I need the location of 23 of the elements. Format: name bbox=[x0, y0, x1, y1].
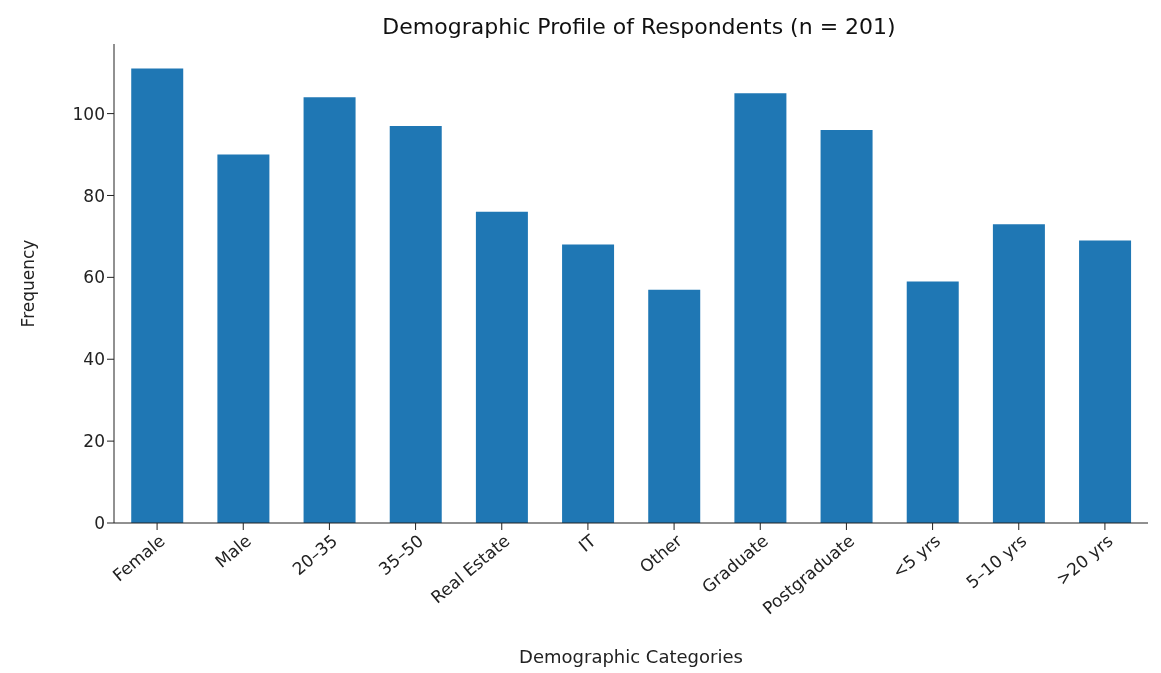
y-tick-label: 60 bbox=[83, 267, 105, 288]
bar bbox=[734, 93, 787, 523]
y-tick-label: 20 bbox=[83, 431, 105, 452]
chart-title: Demographic Profile of Respondents (n = 201) bbox=[381, 14, 897, 39]
bar bbox=[131, 68, 184, 523]
bar bbox=[648, 289, 701, 523]
x-tick-label: IT bbox=[574, 530, 600, 556]
y-tick-label: 80 bbox=[83, 185, 105, 206]
bar bbox=[562, 244, 615, 523]
bar bbox=[992, 224, 1045, 523]
y-axis-title: Frequency bbox=[18, 239, 39, 328]
x-tick-label: <5 yrs bbox=[888, 530, 945, 583]
bar bbox=[389, 125, 442, 523]
y-tick-label: 100 bbox=[72, 103, 105, 124]
bar bbox=[906, 281, 959, 523]
x-axis-title: Demographic Categories bbox=[519, 646, 743, 667]
bar bbox=[1079, 240, 1132, 523]
bar bbox=[475, 211, 528, 523]
y-tick-label: 0 bbox=[94, 513, 105, 534]
bar bbox=[303, 97, 356, 523]
bar bbox=[820, 129, 873, 523]
bar bbox=[217, 154, 270, 523]
y-tick-label: 40 bbox=[83, 349, 105, 370]
